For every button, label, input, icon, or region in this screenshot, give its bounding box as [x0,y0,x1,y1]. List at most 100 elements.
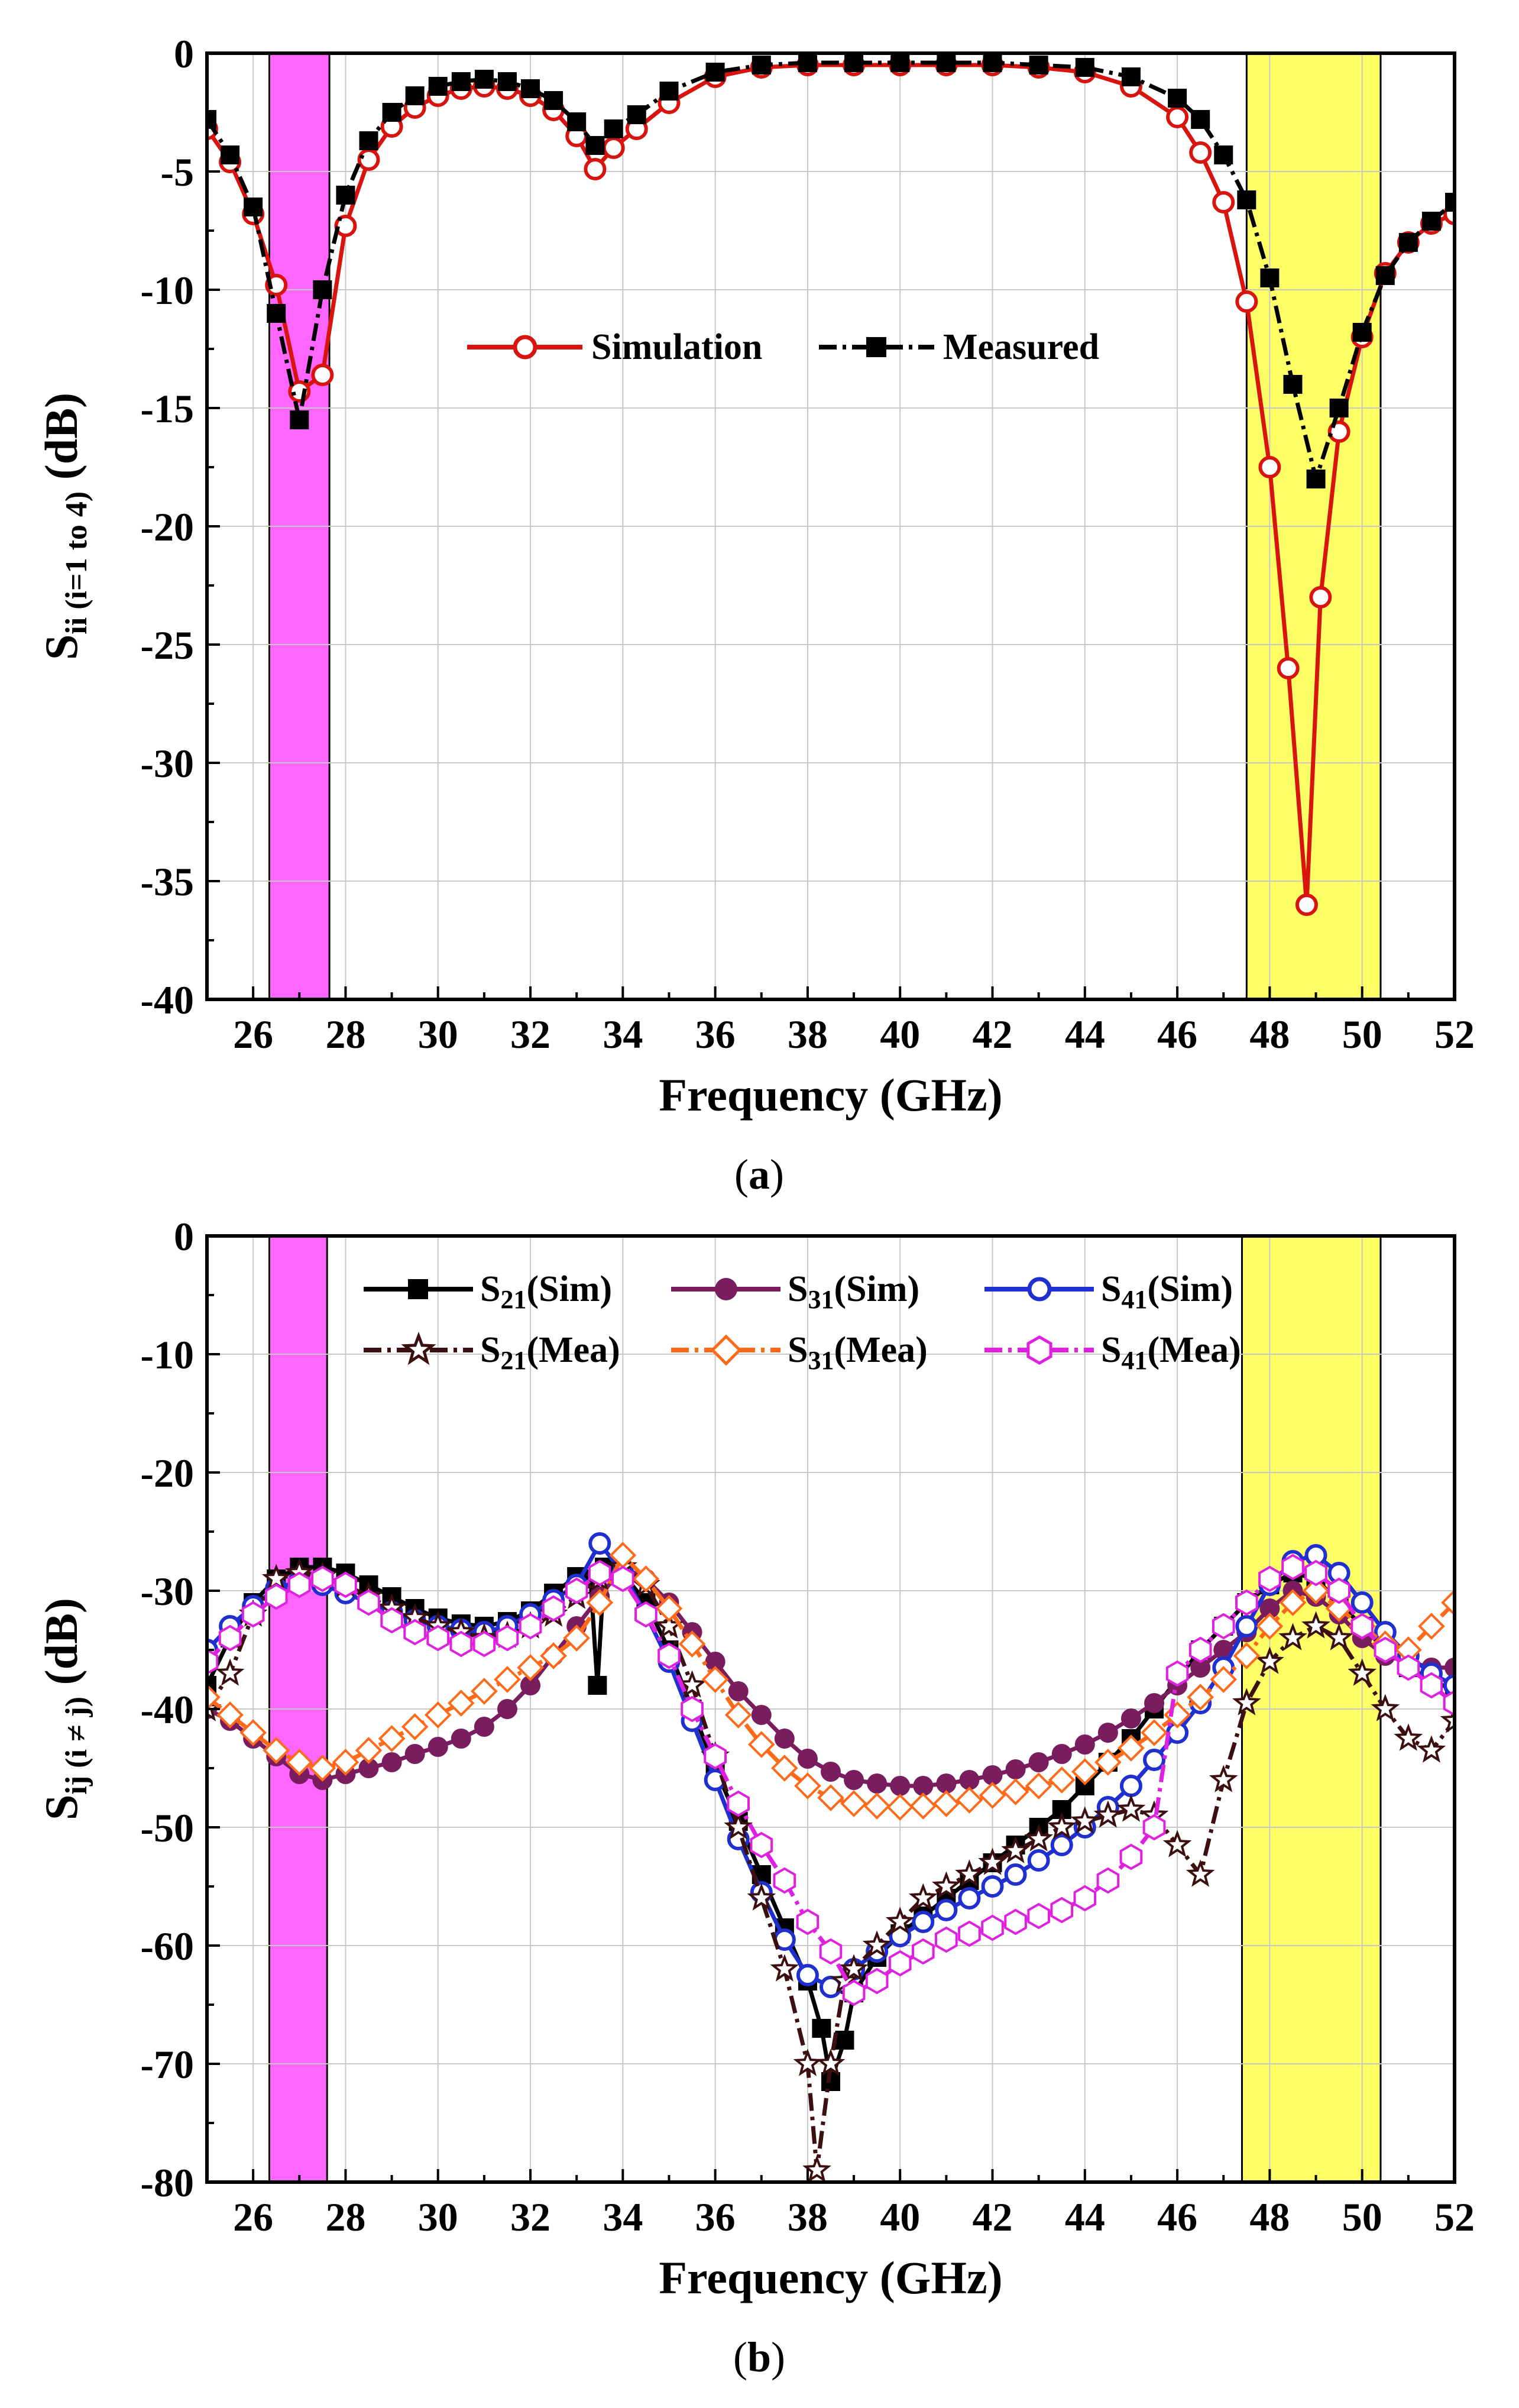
data-point [1050,1834,1073,1856]
data-point [1119,1843,1143,1870]
x-tick-label: 52 [1434,1012,1475,1057]
data-point [267,304,286,323]
data-point [632,1565,660,1593]
data-point [812,2019,831,2038]
x-tick-label: 36 [695,2195,736,2239]
data-point [311,364,334,386]
legend-measured-label: Measured [943,327,1099,367]
data-point [770,1954,799,1982]
data-point [544,91,563,110]
data-point [1118,1734,1145,1762]
data-point [1166,106,1189,128]
data-point [798,53,817,72]
legend-item-s21-sim: S21(Sim) [364,1269,612,1314]
data-point [794,1772,821,1799]
x-tick-label: 40 [880,2195,920,2239]
data-point [747,1883,776,1911]
data-point [1210,1666,1238,1693]
data-point [979,1782,1006,1809]
x-tick-label: 50 [1342,1012,1382,1057]
data-point [451,1729,471,1749]
data-point [1209,1765,1238,1792]
data-point [494,1666,521,1693]
data-point [955,1859,984,1887]
panel-a-caption: (a) [734,1151,784,1198]
data-point [1144,1693,1165,1713]
data-point [796,1964,819,1986]
data-point [1116,1794,1146,1822]
data-point [724,1701,752,1729]
data-point [1188,1636,1212,1663]
data-point [428,77,448,96]
data-point [885,1907,915,1934]
panel-b-x-tick-labels: 26 28 30 32 34 36 38 40 42 44 46 48 50 52 [233,2195,1475,2239]
panel-a-series [207,53,1455,916]
data-point [565,1577,588,1604]
data-point [1255,1646,1284,1674]
data-point [774,1729,795,1749]
data-point [497,72,517,91]
data-point [567,112,587,131]
x-tick-label: 42 [973,1012,1013,1057]
data-point [382,103,401,122]
data-point [521,79,540,98]
data-point [658,1642,681,1669]
series-6 [207,1553,1455,2006]
y-tick-label: 0 [174,31,194,76]
data-point [540,1642,567,1669]
data-point [886,1794,914,1821]
x-tick-label: 48 [1249,1012,1290,1057]
data-point [1375,266,1395,285]
data-point [378,1725,406,1752]
data-point [747,1731,775,1758]
y-tick-label: -80 [140,2160,194,2205]
data-point [472,1630,496,1658]
x-tick-label: 30 [418,2195,458,2239]
data-point [728,1681,749,1701]
data-point [1259,1598,1280,1619]
data-point [936,1773,957,1794]
data-point [1029,56,1048,75]
data-point [1027,1902,1050,1930]
data-point [1443,1674,1455,1697]
data-point [1235,290,1258,313]
data-point [982,1765,1003,1785]
data-point [956,1786,983,1814]
series-line [207,1565,1455,2173]
data-point [1352,323,1372,342]
data-point [890,53,910,72]
panel-b-ticks [206,1235,1456,2183]
data-point [1119,1775,1142,1797]
data-point [1073,1885,1097,1912]
panel-a-chart: 26 28 30 32 34 36 38 40 42 44 46 48 50 52 0 -5 -10 -15 -2… [35,31,1475,1198]
data-point [1444,1658,1455,1678]
data-point [403,1619,426,1646]
data-point [404,1744,425,1764]
data-point [334,1571,357,1598]
x-tick-label: 34 [603,2195,643,2239]
data-point [359,131,378,150]
data-point [1443,1690,1455,1717]
data-point [1237,190,1256,209]
data-point [218,1624,242,1652]
panel-a-ticks [206,52,1456,1001]
data-point [1278,1623,1307,1650]
data-point [334,215,357,237]
data-point [1093,1800,1123,1828]
panel-a-y-tick-labels: 0 -5 -10 -15 -20 -25 -30 -35 -40 [140,31,194,1022]
data-point [1162,1830,1192,1857]
data-point [424,1701,452,1729]
data-point [627,105,646,124]
data-point [1397,1654,1420,1681]
data-point [1277,657,1300,679]
legend-s21-sim-marker [408,1279,428,1299]
data-point [1168,89,1187,108]
data-point [542,1595,565,1622]
data-point [958,1920,981,1947]
data-point [1050,1896,1074,1924]
data-point [358,1758,379,1778]
y-tick-label: -20 [140,504,194,549]
data-point [1232,1688,1261,1716]
data-point [1281,1553,1304,1581]
x-tick-label: 32 [510,2195,550,2239]
